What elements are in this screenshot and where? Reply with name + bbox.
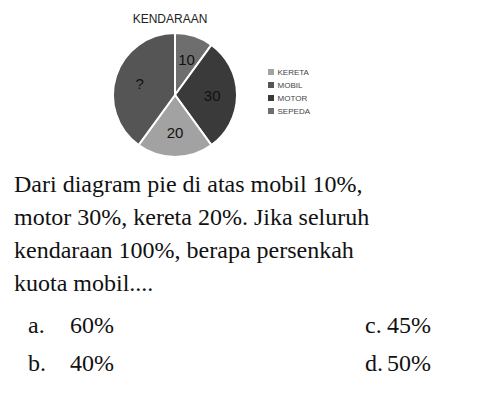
html-text:SEPEDA: SEPEDA: [277, 106, 310, 116]
html-text:c. 45%: c. 45%: [365, 312, 431, 338]
html-text:a.: a.: [28, 312, 45, 338]
html-text:60%: 60%: [70, 312, 114, 338]
html-text:d. 50%: d. 50%: [365, 350, 431, 376]
html-text:motor 30%, kereta 20%. Jika se: motor 30%, kereta 20%. Jika seluruh: [14, 204, 370, 230]
html-text:KENDARAAN: KENDARAAN: [132, 12, 208, 26]
svg-text:10: 10: [178, 51, 195, 68]
html-text:kendaraan 100%, berapa persenk: kendaraan 100%, berapa persenkah: [14, 237, 354, 263]
html-text:40%: 40%: [70, 350, 114, 376]
html-text:Dari diagram pie di atas mobil: Dari diagram pie di atas mobil 10%,: [14, 171, 363, 197]
svg-text:?: ?: [135, 75, 143, 92]
html-text:KERETA: KERETA: [277, 67, 309, 77]
html-text:MOTOR: MOTOR: [277, 93, 308, 103]
svg-text:30: 30: [204, 87, 221, 104]
html-text:kuota mobil....: kuota mobil....: [14, 270, 154, 296]
svg-text:20: 20: [167, 124, 184, 141]
html-text:MOBIL: MOBIL: [277, 80, 303, 90]
html-text:b.: b.: [28, 350, 46, 376]
